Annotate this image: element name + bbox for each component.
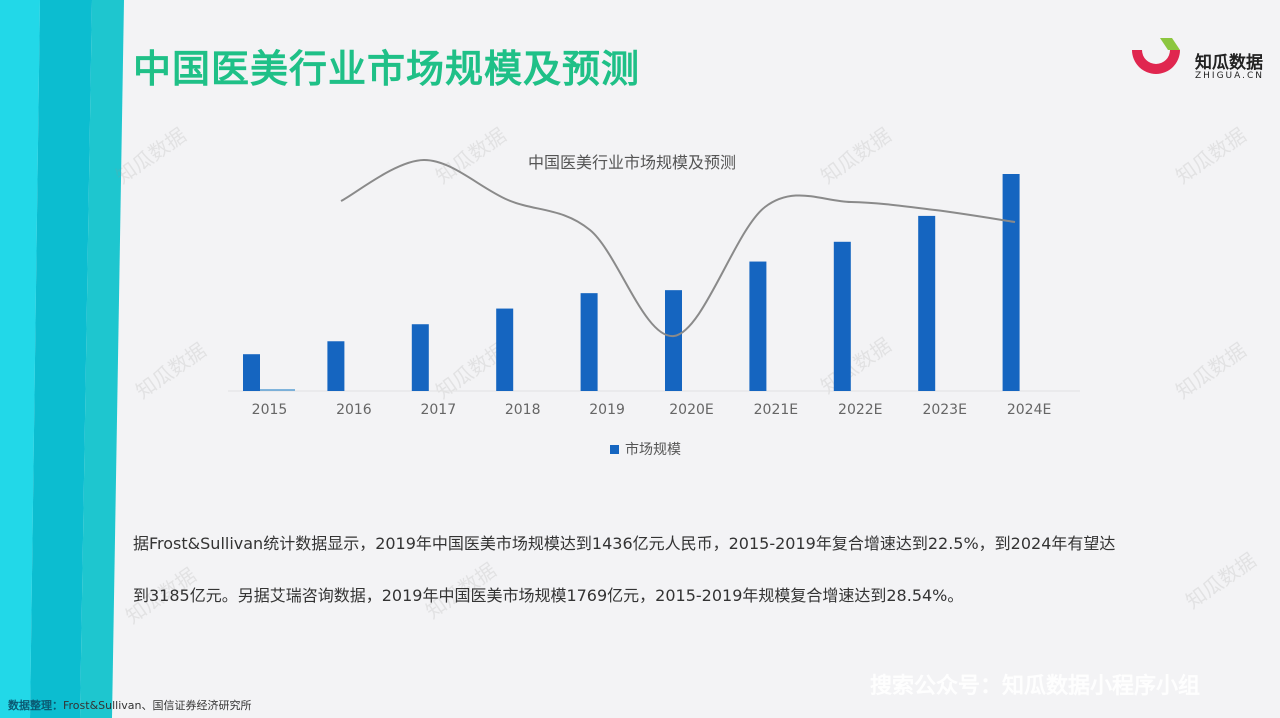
bar [496,308,514,391]
source-text: Frost&Sullivan、国信证券经济研究所 [63,699,252,712]
bar [918,215,936,391]
source-note: 数据整理：Frost&Sullivan、国信证券经济研究所 [8,697,252,713]
x-axis-label: 2024E [1006,402,1052,418]
bar [1002,174,1020,391]
x-axis-label: 2020E [669,402,714,418]
bar [243,354,260,391]
x-axis-label: 2018 [504,402,541,418]
x-axis-label: 2019 [589,402,625,418]
source-label: 数据整理： [8,699,63,712]
logo-name-cn: 知瓜数据 [1195,53,1263,73]
bar [749,261,767,391]
x-axis-label: 2016 [336,402,372,418]
x-axis-label: 2023E [922,402,967,418]
bar [580,293,598,391]
paragraph-line-2: 到3185亿元。另据艾瑞咨询数据，2019年中国医美市场规模1769亿元，201… [133,586,964,605]
bar [833,241,851,391]
zhigua-logo-icon [1132,38,1180,74]
paragraph-line-1: 据Frost&Sullivan统计数据显示，2019年中国医美市场规模达到143… [133,534,1116,553]
slide-title: 中国医美行业市场规模及预测 [133,47,641,91]
x-axis-label: 2015 [251,402,288,418]
chart-legend: 市场规模 [610,439,681,459]
logo-name-en: ZHIGUA.CN [1195,71,1265,81]
decorative-side-stripes [0,0,124,718]
x-axis-label: 2021E [753,402,799,418]
chart-title: 中国医美行业市场规模及预测 [528,153,737,172]
x-axis-label: 2022E [838,402,883,418]
legend-label: 市场规模 [625,442,681,458]
bar [665,290,682,391]
bar [327,341,345,391]
bar [411,324,429,391]
growth-line [340,158,1016,338]
x-axis-label: 2017 [420,402,457,418]
faint-footer-text: 搜索公众号：知瓜数据小程序小组 [870,674,1201,699]
legend-swatch [610,444,619,454]
